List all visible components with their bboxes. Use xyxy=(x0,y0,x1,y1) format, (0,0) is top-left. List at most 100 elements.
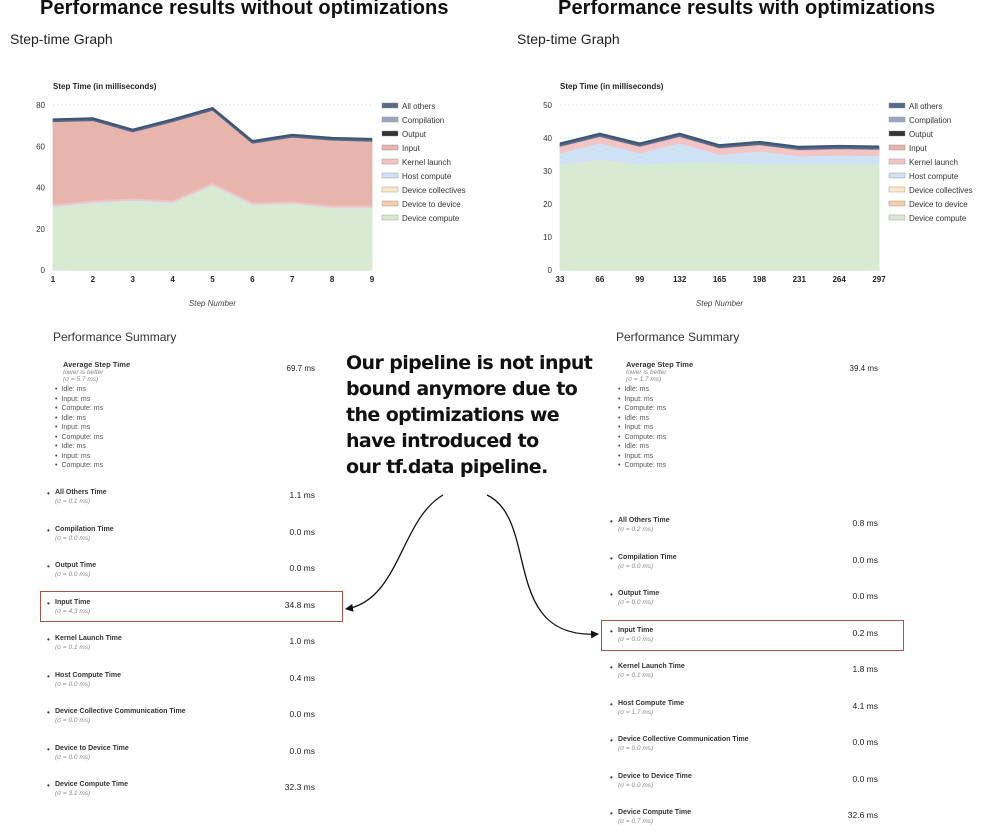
legend-label: Output xyxy=(909,130,934,139)
metric-value: 0.0 ms xyxy=(289,709,315,719)
x-tick-label: 3 xyxy=(131,275,136,284)
legend-label: Output xyxy=(402,130,427,139)
y-tick-label: 30 xyxy=(543,167,552,176)
chart-title: Step Time (in milliseconds) xyxy=(560,82,664,91)
x-tick-label: 99 xyxy=(635,275,644,284)
y-tick-label: 0 xyxy=(548,266,553,275)
legend-label: Device to device xyxy=(402,200,461,209)
avg-step-time-sigma: (σ = 1.7 ms) xyxy=(626,376,662,383)
y-tick-label: 0 xyxy=(41,266,46,275)
legend-label: Device compute xyxy=(402,214,460,223)
left-heading: Performance results without optimization… xyxy=(40,0,449,19)
metric-label: Input Time xyxy=(618,626,654,634)
bullet: • xyxy=(47,671,50,681)
right-performance-summary: Average Step Time lower is better (σ = 1… xyxy=(598,360,878,471)
left-step-time-chart: Step Time (in milliseconds) 0 20 40 60 80 1 2 3 4… xyxy=(36,82,465,308)
callout-annotation: Our pipeline is not input bound anymore … xyxy=(346,350,596,480)
bullet: • xyxy=(610,809,613,818)
avg-step-time-hint: lower is better xyxy=(626,369,667,376)
metric-sigma: (σ = 0.0 ms) xyxy=(55,680,91,688)
x-tick-label: 4 xyxy=(170,275,175,284)
metric-label: Kernel Launch Time xyxy=(618,663,685,670)
metric-row: • Output Time (σ = 0.0 ms) 0.0 ms xyxy=(598,590,878,614)
bullet: • xyxy=(610,626,613,636)
legend-swatch xyxy=(888,158,906,165)
x-tick-label: 264 xyxy=(832,275,846,284)
bullet: • xyxy=(47,489,50,498)
metric-value: 32.3 ms xyxy=(284,782,315,792)
bullet: • xyxy=(610,590,613,599)
legend-swatch xyxy=(381,144,399,151)
bullet: • xyxy=(47,598,50,608)
avg-step-time-value: 39.4 ms xyxy=(849,364,878,373)
x-axis-label: Step Number xyxy=(696,299,743,308)
breakdown-item: Idle: ms xyxy=(618,414,878,424)
metric-label: Kernel Launch Time xyxy=(55,635,122,642)
metric-sigma: (σ = 0.0 ms) xyxy=(618,599,654,606)
legend-label: Host compute xyxy=(909,172,959,181)
metric-sigma: (σ = 0.0 ms) xyxy=(618,562,654,570)
legend-swatch xyxy=(888,116,906,123)
metric-label: All Others Time xyxy=(55,489,107,496)
legend-label: All others xyxy=(402,102,435,111)
breakdown-item: Input: ms xyxy=(618,452,878,462)
metric-sigma: (σ = 0.0 ms) xyxy=(55,717,91,724)
metric-row: • Input Time (σ = 0.0 ms) 0.2 ms xyxy=(598,627,878,651)
arrow-to-right-input xyxy=(486,494,599,639)
metric-label: Device to Device Time xyxy=(55,744,129,752)
breakdown-item: Compute: ms xyxy=(618,461,878,471)
metric-value: 0.0 ms xyxy=(289,526,315,537)
bullet: • xyxy=(610,736,613,745)
callout-line: our tf.data pipeline. xyxy=(346,456,548,478)
metric-row: • All Others Time (σ = 0.2 ms) 0.8 ms xyxy=(598,517,878,541)
legend-label: Kernel launch xyxy=(402,158,451,167)
x-axis-label: Step Number xyxy=(189,299,236,308)
metric-sigma: (σ = 0.0 ms) xyxy=(55,571,91,578)
y-tick-label: 50 xyxy=(543,101,552,110)
metric-sigma: (σ = 0.7 ms) xyxy=(618,818,654,825)
breakdown-item: Idle: ms xyxy=(618,442,878,452)
metric-label: Device to Device Time xyxy=(618,772,692,780)
legend-label: Host compute xyxy=(402,172,452,181)
metric-value: 1.1 ms xyxy=(289,490,315,500)
y-tick-label: 20 xyxy=(36,225,45,234)
metric-label: Compilation Time xyxy=(55,525,114,533)
breakdown-item: Input: ms xyxy=(55,395,315,405)
x-tick-label: 198 xyxy=(753,275,767,284)
breakdown-item: Compute: ms xyxy=(618,433,878,443)
metric-row: • Output Time (σ = 0.0 ms) 0.0 ms xyxy=(35,562,315,586)
metric-label: Input Time xyxy=(55,598,91,606)
legend-label: Device to device xyxy=(909,200,968,209)
avg-step-time-label: Average Step Time xyxy=(63,360,131,369)
y-tick-label: 80 xyxy=(36,101,45,110)
breakdown-item: Input: ms xyxy=(55,423,315,433)
metric-row: • Device to Device Time (σ = 0.0 ms) 0.0 ms xyxy=(598,773,878,797)
avg-step-time-value: 69.7 ms xyxy=(286,364,315,373)
legend-label: Device collectives xyxy=(909,186,973,195)
legend-swatch xyxy=(381,102,399,109)
metric-sigma: (σ = 0.1 ms) xyxy=(55,498,91,505)
right-step-time-chart: Step Time (in milliseconds) 0 10 20 30 40 50 33… xyxy=(543,82,973,308)
legend-swatch xyxy=(888,214,906,221)
metric-row: • Input Time (σ = 4.3 ms) 34.8 ms xyxy=(35,599,315,623)
metric-value: 1.8 ms xyxy=(852,664,878,674)
metric-row: • Kernel Launch Time (σ = 0.1 ms) 1.0 ms xyxy=(35,635,315,659)
breakdown-item: Compute: ms xyxy=(55,433,315,443)
legend-swatch xyxy=(381,130,399,137)
metric-row: • Compilation Time (σ = 0.0 ms) 0.0 ms xyxy=(35,526,315,550)
breakdown-item: Input: ms xyxy=(618,395,878,405)
legend-swatch xyxy=(888,172,906,179)
arrow-to-left-input xyxy=(345,494,444,612)
stack-top-line xyxy=(559,132,880,149)
metric-value: 4.1 ms xyxy=(852,700,878,711)
x-tick-label: 231 xyxy=(793,275,807,284)
metric-value: 0.0 ms xyxy=(289,563,315,573)
x-tick-label: 66 xyxy=(595,275,604,284)
metric-value: 34.8 ms xyxy=(284,599,315,610)
metric-label: Device Compute Time xyxy=(618,809,692,816)
legend-swatch xyxy=(381,158,399,165)
legend-swatch xyxy=(381,214,399,221)
left-step-breakdown-list: Idle: msInput: msCompute: msIdle: msInpu… xyxy=(35,385,315,471)
metric-sigma: (σ = 0.2 ms) xyxy=(618,526,654,533)
x-tick-label: 6 xyxy=(250,275,255,284)
